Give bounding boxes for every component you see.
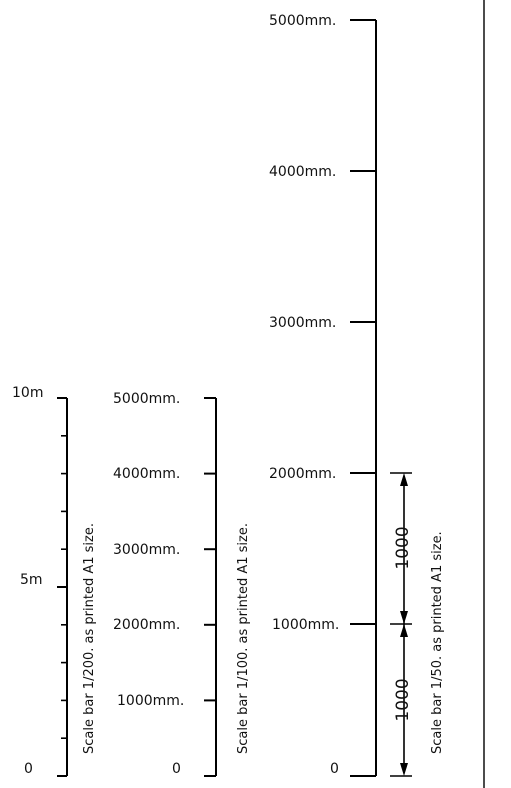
dimension-text-lower: 1000 xyxy=(393,678,413,721)
arrow-down-icon xyxy=(400,611,408,624)
dimension-text-upper: 1000 xyxy=(393,526,413,569)
label-2000mm: 2000mm. xyxy=(269,466,336,482)
label-0: 0 xyxy=(24,761,33,777)
label-4000mm: 4000mm. xyxy=(269,164,336,180)
label-10m: 10m xyxy=(12,385,43,401)
caption-1-200: Scale bar 1/200. as printed A1 size. xyxy=(82,523,97,754)
label-0: 0 xyxy=(330,761,339,777)
scale-bar-1-50: 5000mm. 4000mm. 3000mm. 2000mm. 1000mm. … xyxy=(269,13,445,777)
label-4000mm: 4000mm. xyxy=(113,466,180,482)
label-5000mm: 5000mm. xyxy=(113,391,180,407)
label-3000mm: 3000mm. xyxy=(113,542,180,558)
label-2000mm: 2000mm. xyxy=(113,617,180,633)
arrow-up-icon xyxy=(400,473,408,486)
scale-bar-1-100: 5000mm. 4000mm. 3000mm. 2000mm. 1000mm. … xyxy=(113,391,251,777)
label-1000mm: 1000mm. xyxy=(272,617,339,633)
label-5m: 5m xyxy=(20,572,43,588)
arrow-up-icon xyxy=(400,624,408,637)
dimension-line: 1000 1000 xyxy=(390,472,413,777)
label-1000mm: 1000mm. xyxy=(117,693,184,709)
label-3000mm: 3000mm. xyxy=(269,315,336,331)
caption-1-100: Scale bar 1/100. as printed A1 size. xyxy=(236,523,251,754)
label-0: 0 xyxy=(172,761,181,777)
label-5000mm: 5000mm. xyxy=(269,13,336,29)
caption-1-50: Scale bar 1/50. as printed A1 size. xyxy=(430,531,445,754)
arrow-down-icon xyxy=(400,763,408,776)
scale-bar-1-200: 10m 5m 0 Scale bar 1/200. as printed A1 … xyxy=(12,385,97,777)
